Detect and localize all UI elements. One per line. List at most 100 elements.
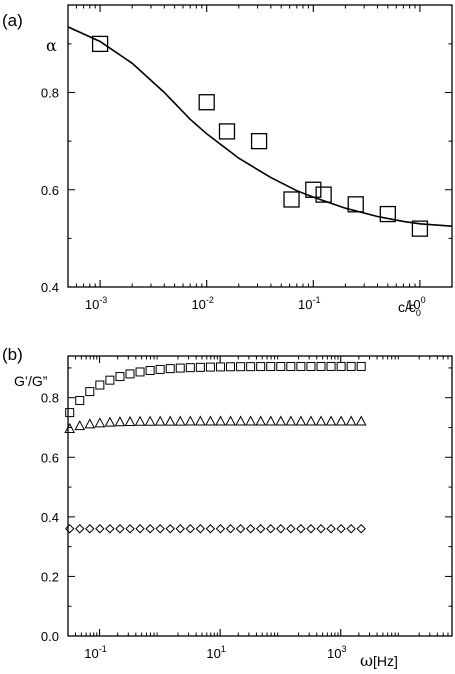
panel-b-triangle-marker <box>154 415 166 426</box>
panel-b-triangle-marker <box>245 415 256 426</box>
panel-a-x-tick-base: 10 <box>191 297 205 312</box>
panel-b-x-tick-exp: 3 <box>341 644 346 654</box>
panel-b-diamond-marker <box>135 524 145 534</box>
panel-a-square-marker <box>347 196 364 213</box>
panel-b-x-tick-label: 10-1 <box>84 644 106 661</box>
panel-b-y-tick-label: 0.2 <box>41 569 59 584</box>
panel-b-data-points <box>64 361 367 534</box>
panel-a-square-marker <box>411 220 429 237</box>
panel-b-diamond-marker <box>306 524 316 534</box>
panel-a-x-axis-title: c/c0 <box>398 299 421 318</box>
panel-b-diamond-marker <box>165 524 175 534</box>
panel-b-diamond-marker <box>326 524 336 534</box>
panel-b-y-axis-title: G’/G” <box>14 373 48 389</box>
panel-b-diamond-marker <box>195 524 206 534</box>
panel-b-square-marker <box>115 372 125 382</box>
panel-b-diamond-marker <box>125 524 135 534</box>
panel-b-square-marker <box>346 361 356 371</box>
panel-b-triangle-marker <box>215 415 226 426</box>
panel-b-x-tick-base: 10 <box>84 646 98 661</box>
panel-b-diamond-marker <box>85 524 95 534</box>
panel-b-plot-frame <box>67 355 453 637</box>
panel-b-diamond-marker <box>245 524 256 534</box>
panel-b-square-marker <box>266 362 276 372</box>
panel-b-diamond-marker <box>215 524 226 534</box>
panel-b-diamond-marker <box>336 524 346 534</box>
panel-b-triangle-marker <box>275 415 287 426</box>
panel-a-x-axis-title-sub: 0 <box>416 308 421 318</box>
panel-b-triangle-marker <box>235 415 246 426</box>
panel-b-diamond-marker <box>276 524 286 534</box>
panel-b-diamond-marker <box>75 524 85 534</box>
panel-b-triangle-marker <box>225 415 236 426</box>
panel-b-square-marker <box>65 408 75 418</box>
panel-b-square-marker <box>326 361 336 371</box>
panel-b-triangle-marker <box>114 416 126 427</box>
panel-b-triangle-marker <box>255 415 267 426</box>
panel-a-square-marker <box>198 94 215 111</box>
panel-a-x-tick-exp: -2 <box>206 295 214 305</box>
panel-b-triangle-marker <box>305 415 317 426</box>
panel-a-square-marker <box>283 191 300 208</box>
panel-b-x-tick-label: 103 <box>327 644 346 661</box>
panel-b-x-tick-exp: 1 <box>221 644 226 654</box>
panel-b-triangle-marker <box>325 415 337 426</box>
panel-a-square-marker <box>91 35 109 53</box>
panel-a-y-axis-title: α <box>46 36 57 55</box>
panel-b-square-marker <box>236 362 246 372</box>
panel-b-y-tick-label: 0.6 <box>41 450 59 465</box>
panel-b-square-marker <box>356 361 366 371</box>
panel-a-y-tick-label: 0.6 <box>41 183 59 198</box>
panel-b-x-axis-title-main: [Hz] <box>373 653 398 669</box>
panel-b-triangle-marker <box>345 415 357 426</box>
panel-b-square-marker <box>125 369 135 379</box>
panel-a-square-marker <box>305 181 322 198</box>
panel-b-square-marker <box>165 364 175 374</box>
panel-b-diamond-marker <box>296 524 306 534</box>
panel-a-y-tick-label: 0.4 <box>41 280 59 295</box>
panel-b-triangle-marker <box>144 415 156 426</box>
panel-a-square-marker <box>218 123 236 140</box>
panel-b-diamond-marker <box>115 524 125 534</box>
panel-b-square-marker <box>135 367 145 377</box>
panel-b-triangle-marker <box>285 415 297 426</box>
panel-a-x-tick-exp: -3 <box>99 295 107 305</box>
panel-b-triangle-marker <box>94 417 106 428</box>
panel-b-triangle-marker <box>295 415 307 426</box>
panel-a-plot-frame <box>67 4 453 288</box>
panel-b-diamond-marker <box>316 524 326 534</box>
panel-b-square-marker <box>215 362 225 372</box>
panel-b-x-tick-base: 10 <box>327 646 341 661</box>
panel-b-square-marker <box>276 362 286 372</box>
panel-b-triangle-marker <box>84 418 96 429</box>
panel-b-x-tick-label: 101 <box>206 644 225 661</box>
panel-a-label: (a) <box>2 11 23 30</box>
panel-b-square-marker <box>256 362 266 372</box>
panel-a-x-tick-exp: -1 <box>313 295 321 305</box>
panel-a-x-tick-exp: 0 <box>421 295 426 305</box>
panel-b-square-marker <box>286 361 296 371</box>
panel-b-x-tick-base: 10 <box>206 646 220 661</box>
panel-a-x-tick-base: 10 <box>406 297 420 312</box>
panel-b-square-marker <box>316 361 326 371</box>
panel-b-square-marker <box>145 366 155 376</box>
panel-b-diamond-marker <box>95 524 105 534</box>
panel-b-diamond-marker <box>235 524 246 534</box>
panel-a-square-marker <box>379 205 396 223</box>
panel-b-triangle-marker <box>205 415 216 426</box>
panel-b-square-marker <box>226 362 236 372</box>
panel-b-square-marker <box>306 361 316 371</box>
panel-b-square-marker <box>246 362 256 372</box>
panel-b-diamond-marker <box>205 524 216 534</box>
panel-b-triangle-marker <box>74 420 86 431</box>
panel-b-diamond-marker <box>346 524 356 534</box>
panel-b-diamond-marker <box>185 524 196 534</box>
panel-b-triangle-marker <box>195 415 206 426</box>
panel-b-diamond-marker <box>266 524 276 534</box>
panel-b-triangle-marker <box>355 415 367 426</box>
